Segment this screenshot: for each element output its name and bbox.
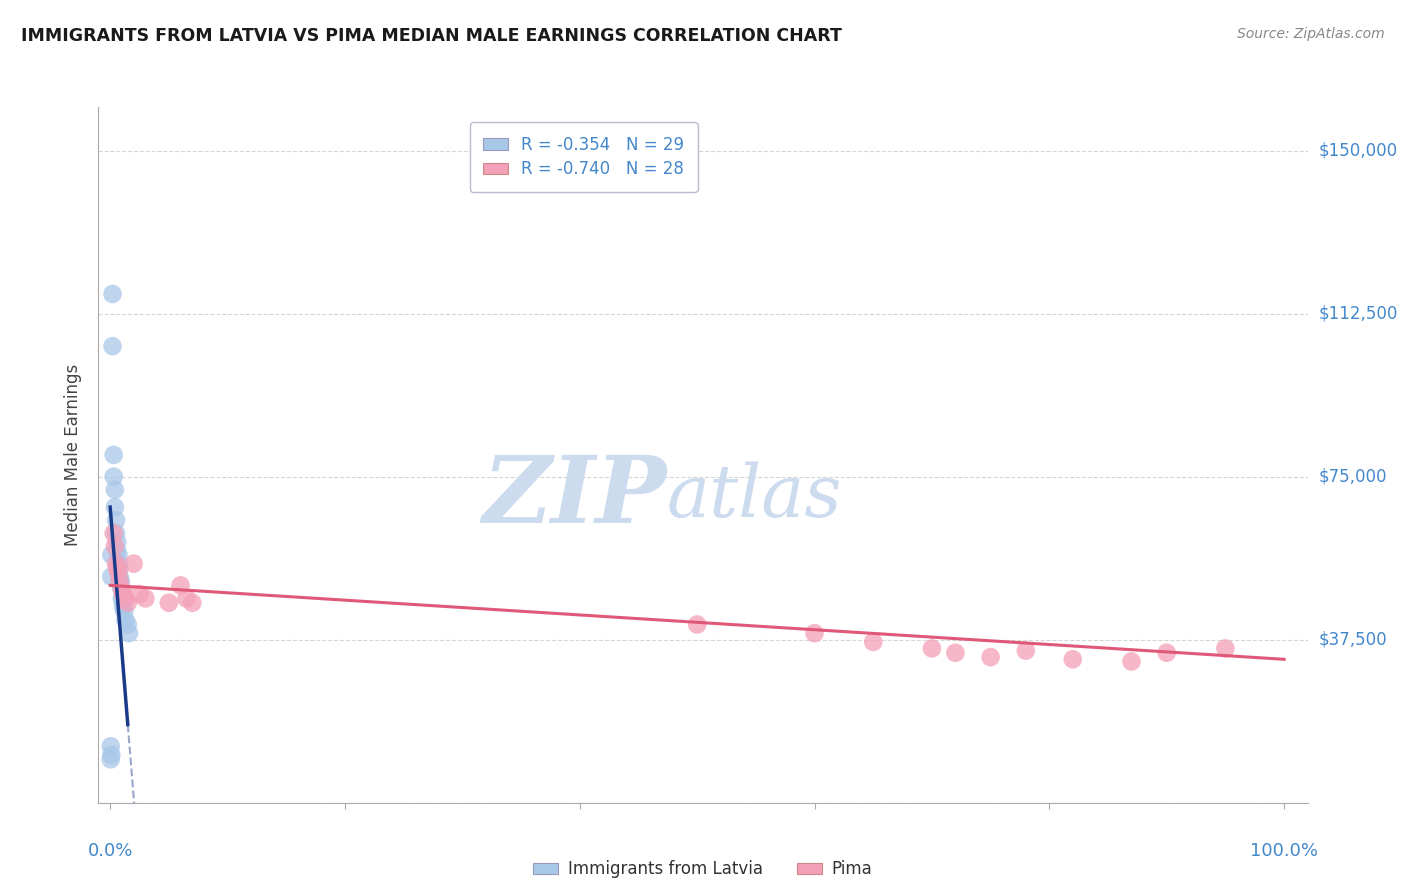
Point	[107, 557, 129, 571]
Point	[803, 626, 825, 640]
Point	[105, 561, 128, 575]
Point	[1121, 655, 1143, 669]
Point	[105, 535, 128, 549]
Point	[112, 605, 135, 619]
Point	[945, 646, 967, 660]
Point	[112, 600, 135, 615]
Text: atlas: atlas	[666, 461, 842, 532]
Point	[122, 557, 145, 571]
Text: $75,000: $75,000	[1319, 467, 1388, 485]
Point	[100, 739, 122, 754]
Point	[862, 635, 884, 649]
Text: IMMIGRANTS FROM LATVIA VS PIMA MEDIAN MALE EARNINGS CORRELATION CHART: IMMIGRANTS FROM LATVIA VS PIMA MEDIAN MA…	[21, 27, 842, 45]
Point	[107, 548, 129, 562]
Point	[100, 548, 122, 562]
Point	[1156, 646, 1178, 660]
Point	[112, 587, 135, 601]
Point	[105, 513, 128, 527]
Point	[108, 570, 131, 584]
Text: $112,500: $112,500	[1319, 304, 1398, 323]
Point	[103, 469, 125, 483]
Text: $37,500: $37,500	[1319, 631, 1388, 648]
Point	[103, 448, 125, 462]
Point	[103, 526, 125, 541]
Point	[1062, 652, 1084, 666]
Point	[169, 578, 191, 592]
Point	[100, 570, 122, 584]
Point	[980, 650, 1002, 665]
Point	[104, 500, 127, 514]
Point	[111, 582, 134, 597]
Point	[101, 287, 124, 301]
Point	[1215, 641, 1237, 656]
Point	[105, 557, 128, 571]
Point	[100, 752, 122, 766]
Text: ZIP: ZIP	[482, 451, 666, 541]
Point	[104, 539, 127, 553]
Point	[128, 587, 150, 601]
Point	[107, 566, 129, 580]
Point	[1015, 643, 1038, 657]
Text: 100.0%: 100.0%	[1250, 842, 1317, 860]
Point	[111, 582, 134, 597]
Point	[117, 617, 139, 632]
Point	[114, 613, 136, 627]
Point	[108, 574, 131, 588]
Point	[112, 596, 135, 610]
Y-axis label: Median Male Earnings: Median Male Earnings	[65, 364, 83, 546]
Point	[176, 591, 198, 606]
Text: Source: ZipAtlas.com: Source: ZipAtlas.com	[1237, 27, 1385, 41]
Point	[157, 596, 180, 610]
Text: $150,000: $150,000	[1319, 142, 1398, 160]
Point	[105, 526, 128, 541]
Point	[686, 617, 709, 632]
Legend: Immigrants from Latvia, Pima: Immigrants from Latvia, Pima	[527, 854, 879, 885]
Point	[104, 483, 127, 497]
Point	[921, 641, 943, 656]
Point	[110, 578, 132, 592]
Point	[100, 747, 122, 762]
Text: 0.0%: 0.0%	[87, 842, 132, 860]
Point	[108, 561, 131, 575]
Point	[101, 339, 124, 353]
Point	[114, 591, 136, 606]
Point	[105, 543, 128, 558]
Point	[134, 591, 156, 606]
Point	[111, 591, 134, 606]
Point	[118, 626, 141, 640]
Point	[181, 596, 204, 610]
Point	[110, 574, 132, 588]
Point	[117, 596, 139, 610]
